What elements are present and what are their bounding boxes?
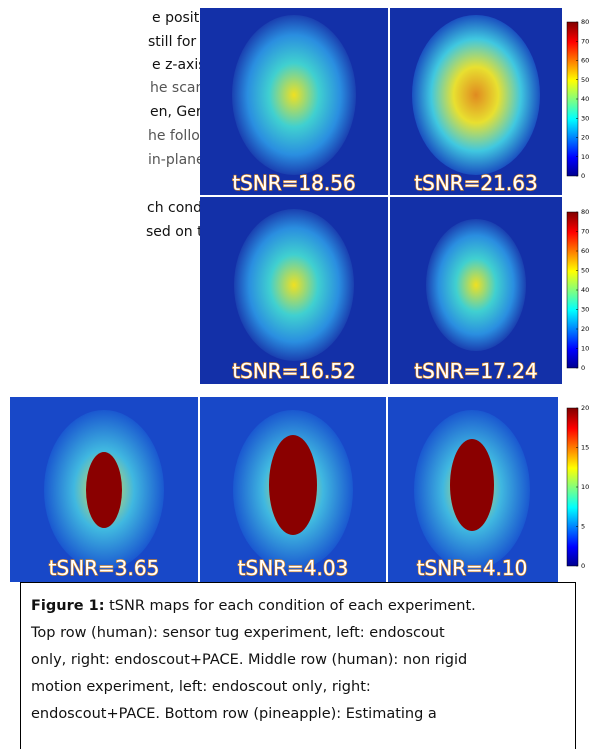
colorbar-tick-label: 30 — [581, 306, 589, 314]
caption-line: endoscout+PACE. Bottom row (pineapple): … — [31, 701, 565, 728]
colorbar-tick-label: 50 — [581, 267, 589, 275]
colorbar-tick-label: 10 — [581, 153, 589, 161]
panel-label: tSNR=17.24 — [414, 359, 537, 383]
colorbar-tick-label: 0 — [581, 172, 585, 180]
panel-label: tSNR=4.03 — [238, 556, 349, 580]
panel-label: tSNR=4.10 — [417, 556, 528, 580]
colorbar-tick-label: 80 — [581, 18, 589, 26]
caption-line: motion experiment, left: endoscout only,… — [31, 674, 565, 701]
colorbar-tick-label: 10 — [581, 483, 589, 491]
colorbar-tick-label: 15 — [581, 444, 589, 452]
colorbar-tick-label: 50 — [581, 76, 589, 84]
panel-label: tSNR=3.65 — [49, 556, 160, 580]
caption-label: Figure 1: — [31, 598, 105, 614]
colorbar-tick-label: 40 — [581, 95, 589, 103]
colorbar-tick-label: 20 — [581, 404, 589, 412]
colorbar-tick-label: 80 — [581, 208, 589, 216]
caption-line: tSNR maps for each condition of each exp… — [109, 598, 476, 614]
colorbar-tick-label: 70 — [581, 228, 589, 236]
colorbar-tick-label: 30 — [581, 114, 589, 122]
caption-line: Top row (human): sensor tug experiment, … — [31, 620, 565, 647]
colorbar-tick-label: 20 — [581, 134, 589, 142]
colorbar-tick-label: 5 — [581, 523, 585, 531]
colorbar-tick-label: 70 — [581, 37, 589, 45]
panel-label: tSNR=18.56 — [232, 171, 355, 195]
colorbar-tick-label: 10 — [581, 345, 589, 353]
caption: Figure 1: tSNR maps for each condition o… — [20, 582, 576, 749]
colorbar-tick-label: 0 — [581, 364, 585, 372]
panel-label: tSNR=21.63 — [414, 171, 537, 195]
colorbar-tick-label: 0 — [581, 562, 585, 570]
page: e position. This still for 5 TRs, then e… — [0, 0, 592, 749]
figure: tSNR=18.56 tSNR=21.63 tSNR=16.52 tSNR=17… — [0, 0, 592, 585]
colorbar-tick-label: 20 — [581, 325, 589, 333]
colorbar-tick-label: 60 — [581, 57, 589, 65]
colorbar-tick-label: 40 — [581, 286, 589, 294]
panel-label: tSNR=16.52 — [232, 359, 355, 383]
caption-line: only, right: endoscout+PACE. Middle row … — [31, 647, 565, 674]
colorbar-tick-label: 60 — [581, 247, 589, 255]
